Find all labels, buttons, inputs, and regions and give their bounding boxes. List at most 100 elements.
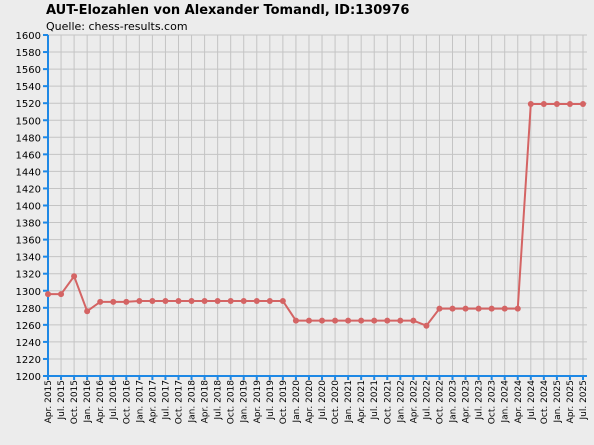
point xyxy=(540,101,547,108)
x-tick-label: Jan. 2024 xyxy=(501,380,511,424)
x-tick-label: Apr. 2021 xyxy=(357,380,367,423)
point xyxy=(371,317,378,324)
x-tick-label: Apr. 2025 xyxy=(566,380,576,423)
x-tick-label: Jan. 2022 xyxy=(396,380,406,424)
point xyxy=(71,273,78,280)
x-tick-label: Oct. 2021 xyxy=(383,380,393,424)
point xyxy=(514,305,521,312)
y-tick-label: 1520 xyxy=(16,99,41,110)
point xyxy=(305,317,312,324)
point xyxy=(319,317,326,324)
point xyxy=(240,297,247,304)
point xyxy=(227,297,234,304)
point xyxy=(58,291,65,298)
point xyxy=(136,297,143,304)
y-tick-label: 1280 xyxy=(16,304,41,315)
y-tick-label: 1220 xyxy=(16,355,41,366)
x-tick-label: Oct. 2022 xyxy=(435,380,445,424)
y-tick-label: 1440 xyxy=(16,167,41,178)
x-tick-label: Apr. 2022 xyxy=(409,380,419,423)
point xyxy=(397,317,404,324)
point xyxy=(384,317,391,324)
x-tick-label: Jan. 2017 xyxy=(135,380,145,424)
y-tick-label: 1560 xyxy=(16,65,41,76)
y-tick-label: 1340 xyxy=(16,253,41,264)
point xyxy=(123,298,130,305)
point xyxy=(84,308,91,315)
y-tick-label: 1400 xyxy=(16,202,41,213)
point xyxy=(332,317,339,324)
point xyxy=(201,297,208,304)
point xyxy=(292,317,299,324)
x-tick-label: Oct. 2020 xyxy=(331,380,341,424)
x-tick-label: Oct. 2017 xyxy=(174,380,184,424)
point xyxy=(553,101,560,108)
x-tick-label: Apr. 2015 xyxy=(44,380,54,423)
point xyxy=(162,297,169,304)
x-tick-label: Jul. 2015 xyxy=(57,380,67,421)
x-tick-label: Oct. 2024 xyxy=(540,380,550,424)
y-tick-label: 1360 xyxy=(16,236,41,247)
x-tick-label: Apr. 2016 xyxy=(96,380,106,424)
y-tick-label: 1300 xyxy=(16,287,41,298)
x-tick-label: Jan. 2016 xyxy=(83,380,93,424)
point xyxy=(423,322,430,329)
x-tick-label: Oct. 2018 xyxy=(227,380,237,424)
x-tick-label: Apr. 2023 xyxy=(462,380,472,423)
point xyxy=(488,305,495,312)
point xyxy=(580,101,586,108)
y-tick-label: 1540 xyxy=(16,82,41,93)
y-tick-label: 1260 xyxy=(16,321,41,332)
x-tick-label: Jul. 2018 xyxy=(214,380,224,421)
x-tick-label: Oct. 2019 xyxy=(279,380,289,424)
x-tick-label: Jul. 2020 xyxy=(318,380,328,421)
x-tick-label: Jan. 2020 xyxy=(292,380,302,424)
point xyxy=(279,297,286,304)
x-tick-label: Jan. 2021 xyxy=(344,380,354,424)
x-tick-label: Jan. 2023 xyxy=(449,380,459,424)
x-tick-label: Jul. 2024 xyxy=(527,380,537,421)
y-tick-label: 1480 xyxy=(16,133,41,144)
x-tick-label: Oct. 2015 xyxy=(70,380,80,424)
y-tick-label: 1240 xyxy=(16,338,41,349)
point xyxy=(566,101,573,108)
x-tick-label: Jul. 2025 xyxy=(579,380,589,421)
point xyxy=(410,317,417,324)
x-tick-label: Oct. 2023 xyxy=(488,380,498,424)
y-tick-label: 1600 xyxy=(16,31,41,42)
point xyxy=(358,317,365,324)
chart-subtitle: Quelle: chess-results.com xyxy=(46,20,188,33)
x-tick-label: Oct. 2016 xyxy=(122,380,132,424)
point xyxy=(266,297,273,304)
point xyxy=(110,298,117,305)
point xyxy=(436,305,443,312)
x-tick-label: Apr. 2018 xyxy=(201,380,211,424)
y-tick-label: 1320 xyxy=(16,270,41,281)
x-tick-label: Apr. 2020 xyxy=(305,380,315,424)
point xyxy=(253,297,260,304)
point xyxy=(214,297,221,304)
point xyxy=(188,297,195,304)
chart-title: AUT-Elozahlen von Alexander Tomandl, ID:… xyxy=(46,3,409,18)
point xyxy=(475,305,482,312)
y-tick-label: 1500 xyxy=(16,116,41,127)
x-tick-label: Apr. 2017 xyxy=(148,380,158,423)
point xyxy=(345,317,352,324)
x-tick-label: Jul. 2021 xyxy=(370,380,380,421)
x-tick-label: Apr. 2019 xyxy=(253,380,263,424)
point xyxy=(97,298,104,305)
point xyxy=(462,305,469,312)
x-tick-label: Jul. 2023 xyxy=(475,380,485,421)
point xyxy=(175,297,182,304)
x-tick-label: Jan. 2018 xyxy=(188,380,198,424)
y-tick-label: 1200 xyxy=(16,372,41,383)
point xyxy=(527,101,534,108)
y-tick-label: 1580 xyxy=(16,48,41,59)
y-tick-label: 1420 xyxy=(16,184,41,195)
x-tick-label: Jan. 2025 xyxy=(553,380,563,424)
x-tick-label: Apr. 2024 xyxy=(514,380,524,424)
point xyxy=(149,297,156,304)
y-tick-label: 1460 xyxy=(16,150,41,161)
x-tick-label: Jul. 2019 xyxy=(266,380,276,421)
